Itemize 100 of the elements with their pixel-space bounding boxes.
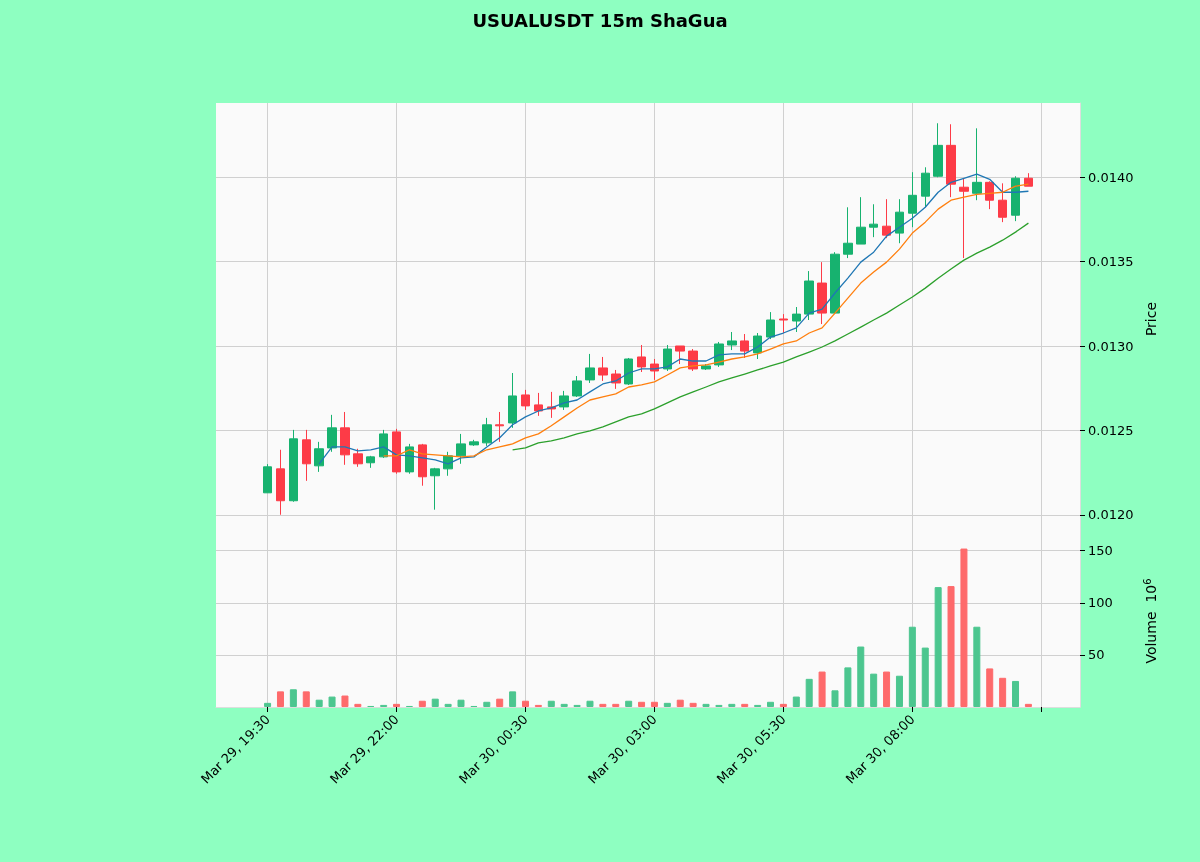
candlestick [302,429,311,482]
candlestick [1011,175,1020,222]
bar [612,703,620,707]
bar [276,691,284,707]
bar [908,626,916,707]
bar [895,675,903,707]
bar [328,696,336,707]
candlestick [675,345,685,365]
bar [1024,703,1032,707]
candlestick [946,123,956,198]
candlestick [869,203,878,238]
candlestick [882,198,891,239]
bar [999,677,1007,707]
bar [264,702,272,707]
candlestick [327,414,337,453]
bar [818,671,826,707]
candlestick [340,411,350,466]
bar [1012,680,1020,707]
candlestick [843,206,853,259]
y-tick-label: 0.0135 [1088,254,1134,270]
candlestick [637,344,646,373]
bar [986,668,994,707]
candlestick [740,333,749,359]
y-tick-label: 0.0130 [1088,338,1134,354]
bar [857,646,865,707]
candlestick [663,344,672,372]
bar [289,689,297,707]
bar [625,700,633,707]
candlestick [353,448,363,468]
bar [638,701,646,707]
candlestick [572,375,582,398]
y-tick-label: 0.0140 [1088,169,1134,185]
bar [354,703,362,707]
bar [844,667,852,707]
bar [792,696,800,707]
line-series [511,222,1030,451]
candlestick [624,357,633,386]
candlestick [727,331,737,351]
bar [805,678,813,707]
bar [547,700,555,707]
candlestick [418,443,427,487]
candlestick [495,411,504,443]
bar [431,698,439,707]
bar [650,701,658,707]
candlestick [469,439,479,447]
bar [870,673,878,707]
bar [341,695,349,707]
bar [418,700,426,707]
bar [921,647,929,707]
bar [496,698,504,707]
y-axis-title: Price [1143,301,1160,337]
candlestick [804,270,814,321]
bar [444,703,452,707]
candlestick [508,372,517,429]
bar [315,699,323,707]
bar [960,548,968,707]
bar [702,703,710,707]
candlestick [521,389,530,411]
bar [302,691,310,707]
bar [741,703,749,707]
bar [883,671,891,707]
bar [509,691,517,707]
y-tick-label: 0.0125 [1088,422,1134,438]
bar [947,586,955,707]
candlestick [921,166,930,208]
bar [934,587,942,707]
y-tick-label: 50 [1088,647,1105,663]
bar [663,702,671,707]
candlestick [895,198,904,244]
bar [767,701,775,707]
candlestick [392,428,401,475]
candlestick [908,171,917,228]
candlestick [998,182,1007,223]
candlestick [817,261,827,325]
bar [586,700,594,707]
candlestick [263,463,272,494]
candlestick [701,363,711,371]
bar [779,703,787,707]
candlestick [779,313,788,334]
y-axis-title: Volume 106 [1141,578,1159,664]
candlestick [585,353,595,384]
candlestick [598,356,608,382]
candlestick [366,455,375,469]
candlestick [792,306,801,333]
candlestick [830,251,840,315]
y-tick-label: 100 [1088,595,1113,611]
bar [973,626,981,707]
candlestick [430,467,440,511]
bar [676,699,684,707]
bar [521,700,529,707]
candlestick [289,429,298,503]
bar [483,701,491,707]
bar [689,702,697,707]
bar [560,703,568,707]
candlestick [482,417,492,447]
candlestick [1024,172,1033,187]
candlestick [856,196,866,245]
candlestick [959,177,969,259]
bar [831,690,839,707]
bar [393,703,401,707]
